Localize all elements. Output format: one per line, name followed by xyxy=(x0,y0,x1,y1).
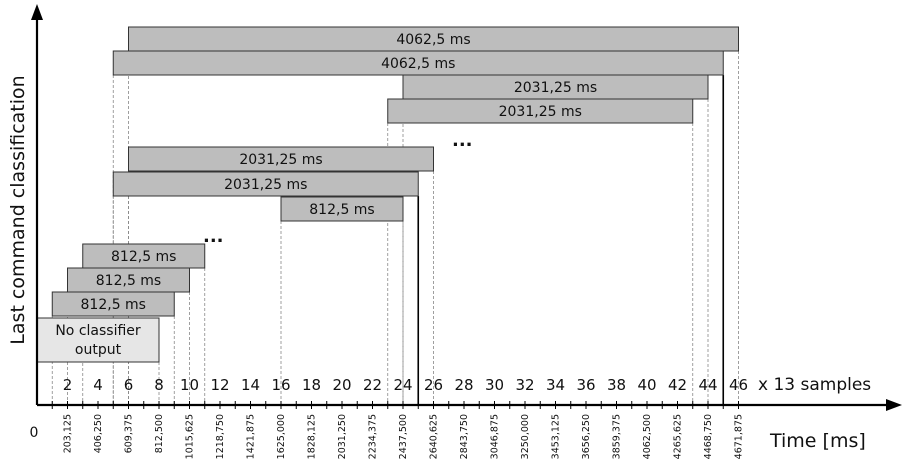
bar-label: No classifier xyxy=(55,323,141,339)
sample-tick-label: 6 xyxy=(124,376,134,394)
time-tick-label: 4468,750 xyxy=(703,414,714,459)
bar-label: 2031,25 ms xyxy=(514,80,597,96)
time-tick-label: 812,500 xyxy=(154,414,165,453)
sample-tick-label: 46 xyxy=(729,376,748,394)
classification-bar xyxy=(82,243,206,269)
classification-bar xyxy=(280,196,404,222)
bar-label: output xyxy=(75,342,122,358)
sample-tick-label: 26 xyxy=(424,376,443,394)
bar-label: 812,5 ms xyxy=(81,297,146,313)
sample-tick-label: 18 xyxy=(302,376,321,394)
time-tick-label: 2843,750 xyxy=(459,414,470,459)
time-tick-label: 3859,375 xyxy=(612,414,623,459)
time-tick-label: 4062,500 xyxy=(642,414,653,459)
sample-unit-label: x 13 samples xyxy=(758,375,871,395)
sample-tick-label: 22 xyxy=(363,376,382,394)
time-tick-label: 3656,250 xyxy=(581,414,592,459)
classification-bar xyxy=(128,26,739,52)
ellipsis-lower: ... xyxy=(203,226,224,247)
classification-bar xyxy=(402,74,709,100)
time-tick-label: 3046,875 xyxy=(490,414,501,459)
sample-tick-label: 8 xyxy=(154,376,164,394)
sample-tick-label: 20 xyxy=(332,376,351,394)
time-tick-label: 1015,625 xyxy=(185,414,196,459)
sample-tick-label: 28 xyxy=(454,376,473,394)
sample-tick-label: 24 xyxy=(393,376,412,394)
sample-tick-label: 14 xyxy=(241,376,260,394)
time-tick-label: 1828,125 xyxy=(307,414,318,459)
bar-label: 2031,25 ms xyxy=(239,152,322,168)
time-tick-label: 3453,125 xyxy=(551,414,562,459)
x-axis-arrowhead xyxy=(886,399,902,411)
ellipsis-upper: ... xyxy=(452,130,473,151)
x-axis-title: Time [ms] xyxy=(769,430,866,452)
time-tick-label: 1625,000 xyxy=(276,414,287,459)
time-tick-label: 4671,875 xyxy=(734,414,745,459)
sample-tick-label: 10 xyxy=(180,376,199,394)
sample-tick-label: 44 xyxy=(698,376,717,394)
bar-label: 812,5 ms xyxy=(111,249,176,265)
sample-tick-label: 30 xyxy=(485,376,504,394)
sample-tick-label: 2 xyxy=(63,376,73,394)
origin-label: 0 xyxy=(30,425,39,441)
bar-label: 4062,5 ms xyxy=(396,32,470,48)
sample-tick-label: 34 xyxy=(546,376,565,394)
sample-tick-label: 40 xyxy=(637,376,656,394)
axis-labels: Last command classification Time [ms] x … xyxy=(7,75,871,452)
time-tick-label: 203,125 xyxy=(63,414,74,453)
classification-bar xyxy=(67,267,190,293)
classification-bar xyxy=(387,98,694,124)
time-tick-label: 2234,375 xyxy=(368,414,379,459)
classification-bar xyxy=(112,171,419,197)
y-axis-title: Last command classification xyxy=(7,75,29,344)
bar-label: 2031,25 ms xyxy=(224,177,307,193)
sample-tick-label: 36 xyxy=(576,376,595,394)
time-tick-label: 1421,875 xyxy=(246,414,257,459)
time-tick-label: 609,375 xyxy=(124,414,135,453)
bar-label: 4062,5 ms xyxy=(381,56,455,72)
sample-tick-label: 4 xyxy=(93,376,103,394)
time-tick-label: 406,250 xyxy=(93,414,104,453)
sample-tick-label: 42 xyxy=(668,376,687,394)
time-tick-label: 1218,750 xyxy=(215,414,226,459)
sample-tick-label: 38 xyxy=(607,376,626,394)
bar-label: 812,5 ms xyxy=(96,273,161,289)
classification-bar xyxy=(112,50,724,76)
sample-tick-label: 32 xyxy=(515,376,534,394)
time-tick-label: 2031,250 xyxy=(337,414,348,459)
time-tick-label: 3250,000 xyxy=(520,414,531,459)
axis-ticks: 2 4 6 8 10 12 14 16 18 20 22 24 26 28 30 32 34 36 38 40 42 44… xyxy=(51,376,748,459)
sample-tick-label: 16 xyxy=(271,376,290,394)
classification-bar xyxy=(128,146,434,172)
time-tick-label: 2640,625 xyxy=(429,414,440,459)
time-tick-label: 2437,500 xyxy=(398,414,409,459)
sample-tick-label: 12 xyxy=(210,376,229,394)
time-tick-label: 4265,625 xyxy=(673,414,684,459)
y-axis-arrowhead xyxy=(31,4,43,20)
bar-label: 2031,25 ms xyxy=(499,104,582,120)
bar-label: 812,5 ms xyxy=(309,202,374,218)
classification-bar xyxy=(51,291,175,317)
classification-bars: No classifier output 812,5 ms 812,5 ms 812,5… xyxy=(36,26,739,363)
